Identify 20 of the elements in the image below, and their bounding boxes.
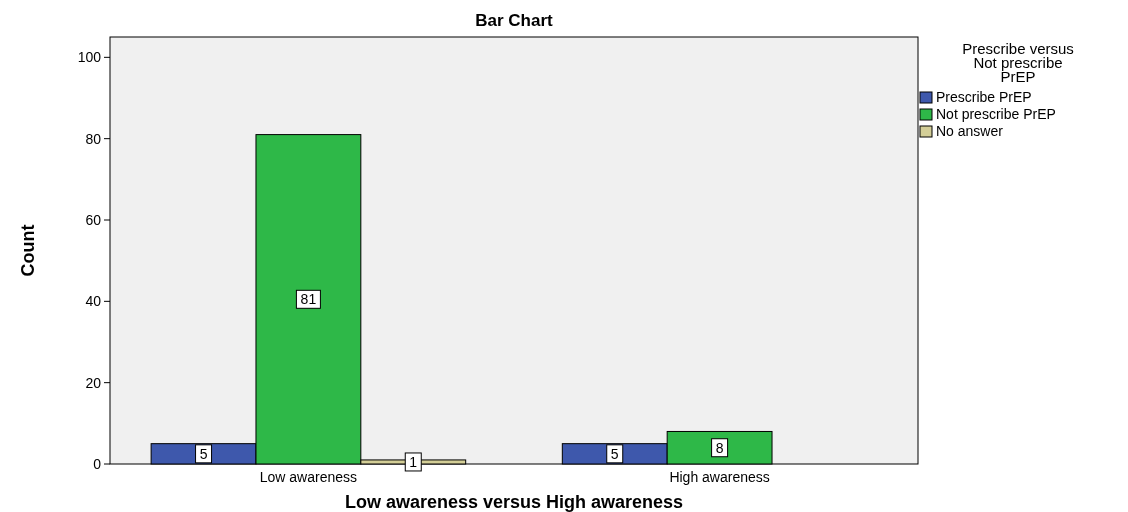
data-label: 5 bbox=[199, 445, 208, 462]
y-axis-title: Count bbox=[18, 224, 38, 277]
chart-title: Bar Chart bbox=[475, 11, 554, 30]
x-axis-title: Low awareness versus High awareness bbox=[344, 492, 684, 512]
data-label: 81 bbox=[300, 291, 317, 308]
y-tick-label: 100 bbox=[77, 49, 102, 66]
y-tick-label: 20 bbox=[85, 374, 102, 391]
x-tick-label: High awareness bbox=[669, 469, 770, 485]
data-label: 1 bbox=[409, 453, 418, 470]
y-tick-label: 80 bbox=[85, 130, 102, 147]
legend-label: No answer bbox=[936, 123, 1004, 139]
y-tick-label: 60 bbox=[85, 212, 102, 228]
legend-title: Prescribe versus Not prescribe PrEP bbox=[962, 40, 1074, 85]
y-tick-label: 40 bbox=[85, 293, 102, 310]
data-label: 5 bbox=[610, 445, 619, 462]
legend-label: Not prescribe PrEP bbox=[936, 106, 1056, 122]
y-tick-label: 0 bbox=[93, 456, 102, 472]
x-tick-label: Low awareness bbox=[259, 469, 358, 485]
legend-label: Prescribe PrEP bbox=[936, 89, 1032, 105]
data-label: 8 bbox=[715, 439, 724, 456]
